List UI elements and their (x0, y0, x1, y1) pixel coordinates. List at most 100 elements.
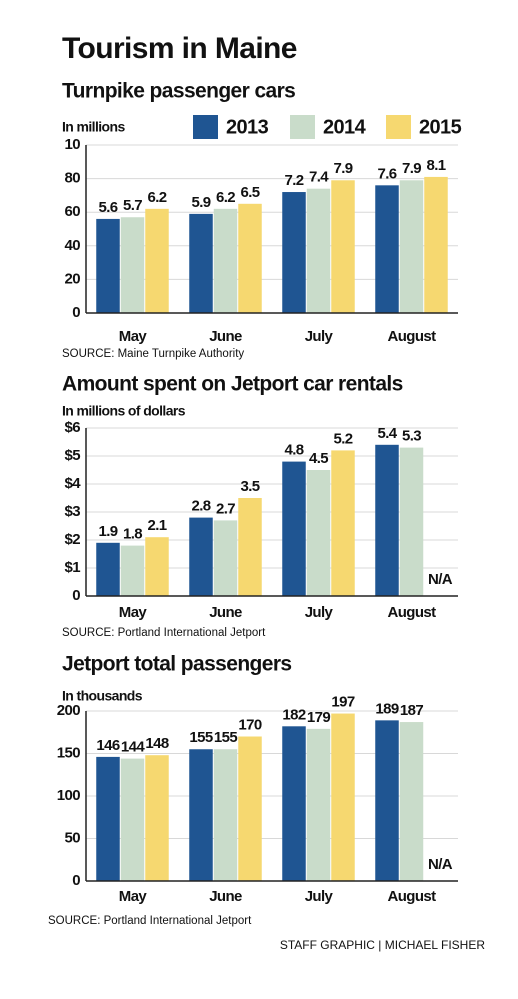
source: SOURCE: Portland International Jetport (62, 627, 266, 639)
bar (399, 722, 424, 881)
y-tick-label: 100 (57, 787, 80, 804)
y-tick-label: 0 (72, 587, 80, 604)
x-tick-label: June (209, 604, 242, 621)
value-label: 155 (189, 729, 212, 746)
value-label: 144 (121, 739, 145, 756)
value-label: 2.7 (216, 500, 235, 517)
x-tick-label: July (305, 328, 334, 345)
chart-title: Turnpike passenger cars (62, 80, 295, 103)
value-label: 187 (400, 702, 423, 719)
page-title: Tourism in Maine (62, 32, 297, 65)
value-label: 5.3 (402, 428, 421, 445)
y-tick-label: 200 (57, 702, 80, 719)
bar (306, 728, 331, 881)
bar (189, 517, 213, 596)
value-label: 7.4 (309, 169, 329, 186)
value-label: 5.9 (191, 194, 210, 211)
value-label: 5.2 (333, 430, 352, 447)
bar (306, 470, 331, 596)
value-label: 7.2 (284, 172, 303, 189)
bar (189, 749, 213, 881)
value-label: 6.5 (240, 184, 259, 201)
bar (331, 450, 355, 596)
annotation: N/A (428, 571, 453, 588)
bar (399, 447, 424, 596)
bar (238, 736, 262, 881)
bar (331, 180, 355, 313)
y-tick-label: 0 (72, 872, 80, 889)
y-tick-label: $3 (65, 503, 81, 520)
x-tick-label: August (387, 328, 436, 345)
value-label: 179 (307, 709, 330, 726)
x-tick-label: May (119, 888, 148, 905)
value-label: 7.9 (402, 160, 421, 177)
value-label: 189 (375, 700, 398, 717)
value-label: 182 (282, 706, 305, 723)
value-label: 5.7 (123, 197, 142, 214)
y-tick-label: 150 (57, 744, 80, 761)
value-label: 148 (145, 735, 168, 752)
value-label: 3.5 (240, 478, 259, 495)
bar (96, 756, 120, 881)
bar (424, 176, 448, 313)
value-label: 7.6 (377, 165, 396, 182)
x-tick-label: August (387, 604, 436, 621)
bar (213, 208, 238, 313)
value-label: 6.2 (147, 189, 166, 206)
y-axis-unit: In thousands (62, 688, 143, 704)
legend-swatch (193, 115, 218, 139)
value-label: 7.9 (333, 160, 352, 177)
legend-swatch (290, 115, 315, 139)
value-label: 146 (96, 737, 119, 754)
x-tick-label: July (305, 888, 334, 905)
legend-label: 2015 (419, 116, 462, 138)
y-axis-unit: In millions of dollars (62, 403, 186, 419)
bar (96, 542, 120, 596)
y-tick-label: $2 (65, 531, 81, 548)
y-tick-label: 0 (72, 304, 80, 321)
value-label: 2.8 (191, 498, 210, 515)
annotation: N/A (428, 856, 453, 873)
value-label: 8.1 (426, 157, 445, 174)
bar (375, 444, 399, 596)
bar (213, 749, 238, 881)
bar (120, 217, 145, 313)
bar (120, 758, 145, 881)
chart-title: Amount spent on Jetport car rentals (62, 373, 403, 396)
x-tick-label: May (119, 604, 148, 621)
credit: STAFF GRAPHIC | MICHAEL FISHER (280, 938, 485, 952)
x-tick-label: June (209, 328, 242, 345)
y-tick-label: 40 (65, 237, 81, 254)
value-label: 2.1 (147, 517, 166, 534)
value-label: 1.8 (123, 526, 142, 543)
bar (145, 755, 169, 881)
value-label: 5.6 (98, 199, 117, 216)
value-label: 4.8 (284, 442, 303, 459)
y-tick-label: 60 (65, 203, 81, 220)
bar (282, 192, 306, 313)
y-tick-label: 80 (65, 170, 81, 187)
y-tick-label: 20 (65, 270, 81, 287)
bar (282, 726, 306, 881)
legend-swatch (386, 115, 411, 139)
bar (331, 713, 355, 881)
source: SOURCE: Portland International Jetport (48, 915, 252, 927)
bar (238, 498, 262, 596)
bar (120, 545, 145, 596)
bar (282, 461, 306, 596)
value-label: 155 (214, 729, 237, 746)
value-label: 6.2 (216, 189, 235, 206)
y-axis-unit: In millions (62, 119, 125, 135)
bar (145, 208, 169, 313)
x-tick-label: June (209, 888, 242, 905)
legend-label: 2014 (323, 116, 367, 138)
bar (375, 720, 399, 881)
value-label: 5.4 (377, 425, 397, 442)
x-tick-label: July (305, 604, 334, 621)
y-tick-label: 50 (65, 829, 81, 846)
bar (399, 180, 424, 313)
y-tick-label: $6 (65, 419, 81, 436)
bar (189, 213, 213, 313)
y-tick-label: $4 (65, 475, 82, 492)
